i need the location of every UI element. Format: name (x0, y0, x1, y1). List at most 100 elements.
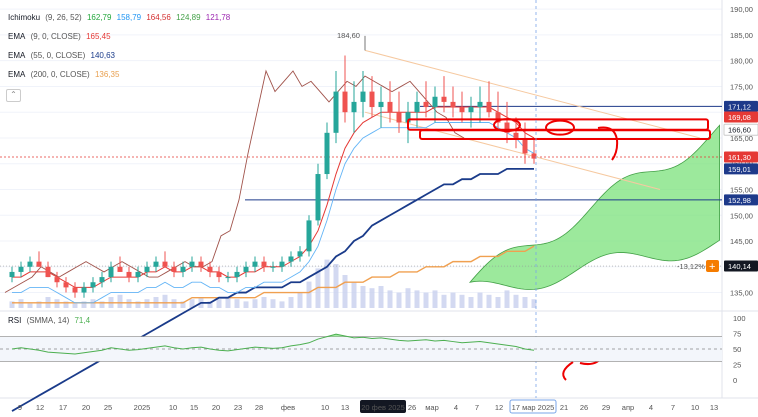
rsi-line (11, 333, 535, 355)
volume-bar (450, 292, 456, 308)
add-alert-button[interactable]: + (706, 260, 719, 273)
volume-bar (189, 299, 195, 308)
x-tick-label: 10 (691, 403, 699, 412)
candles (9, 55, 537, 298)
volume-bar (36, 301, 42, 308)
price-label-bg (723, 123, 758, 136)
price-label-bg (724, 151, 758, 163)
annotation-box-2 (419, 129, 711, 140)
volume-bar (135, 301, 141, 308)
candle-body (477, 101, 483, 108)
x-tick-label: 4 (649, 403, 653, 412)
candle-body (378, 101, 384, 108)
ichimoku-cloud (468, 124, 720, 290)
x-tick-label: фев (281, 403, 295, 412)
price-label-text: 140,14 (728, 262, 751, 271)
candle-body (45, 266, 51, 278)
ema55-line (11, 167, 534, 412)
volume-bar (9, 301, 15, 308)
ema55-legend[interactable]: EMA (55, 0, CLOSE) 140,63 (8, 51, 118, 60)
volume-bar (333, 264, 339, 308)
volume-bar (261, 297, 267, 308)
candle-body (324, 132, 330, 175)
volume-bar (171, 299, 177, 308)
y-tick-label: 180,00 (730, 57, 753, 66)
volume-bar (27, 303, 33, 308)
annotation-arrow (597, 126, 619, 161)
y-tick-label: 145,00 (730, 237, 753, 246)
collapse-legend-button[interactable]: ⌃ (6, 89, 21, 102)
price-label-bg (724, 260, 758, 272)
price-label-bg (724, 194, 758, 206)
x-tick-label: 7 (475, 403, 479, 412)
volume-bar (495, 297, 501, 308)
volume-bar (72, 303, 78, 308)
ichimoku-v3: 164,56 (146, 13, 171, 22)
ichimoku-tenkan-line (12, 122, 535, 304)
volume-bar (468, 297, 474, 308)
volume-bar (225, 297, 231, 308)
candle-body (144, 266, 150, 272)
ichimoku-v2: 158,79 (116, 13, 142, 22)
volume-bar (90, 299, 96, 308)
ichimoku-legend[interactable]: Ichimoku (9, 26, 52) 162,79 158,79 164,5… (8, 13, 233, 22)
ema9-value: 165,45 (86, 32, 111, 41)
volume-bar (270, 299, 276, 308)
ema9-legend[interactable]: EMA (9, 0, CLOSE) 165,45 (8, 32, 114, 41)
price-label: 159,01 (724, 163, 758, 175)
ema9-name: EMA (8, 32, 26, 41)
volume-bar (324, 259, 330, 308)
volume-bar (252, 299, 258, 308)
channel-lower (364, 111, 661, 190)
x-tick-label: 29 (602, 403, 610, 412)
candle-body (279, 261, 285, 267)
ema200-legend[interactable]: EMA (200, 0, CLOSE) 136,35 (8, 70, 122, 79)
x-tick-label: 20 (82, 403, 90, 412)
candle-body (495, 112, 501, 123)
annotation-circle-2 (545, 119, 575, 136)
x-tick-label: 10 (321, 403, 329, 412)
x-tick-label: 7 (671, 403, 675, 412)
volume-bar (99, 301, 105, 308)
x-tick-label: 26 (408, 403, 416, 412)
candle-body (306, 220, 312, 252)
crosshair-date-label: 20 фев 2025 (360, 400, 406, 413)
candle-body (9, 271, 15, 278)
candle-body (450, 101, 456, 108)
volume-bar (162, 294, 168, 308)
candle-body (522, 137, 528, 154)
ema55-name: EMA (8, 51, 26, 60)
volume-bar (459, 294, 465, 308)
rsi-legend[interactable]: RSI (SMMA, 14) 71,4 (8, 316, 93, 325)
candle-body (135, 271, 141, 278)
candle-body (531, 153, 537, 159)
price-label-text: 152,98 (728, 196, 751, 205)
volume-bar (117, 294, 123, 308)
volume-bar (144, 299, 150, 308)
ichimoku-name: Ichimoku (8, 13, 41, 22)
volume-bar (18, 299, 24, 308)
candle-body (342, 91, 348, 113)
price-label-text: 159,01 (728, 165, 751, 174)
candle-body (189, 261, 195, 267)
ema200-params: (200, 0, CLOSE) (30, 70, 90, 79)
ichimoku-params: (9, 26, 52) (45, 13, 82, 22)
candle-body (18, 266, 24, 272)
rsi-tick-label: 50 (733, 345, 741, 354)
candle-body (36, 261, 42, 267)
candle-body (486, 101, 492, 113)
price-label-text: 171,12 (728, 102, 751, 111)
volume-bar (441, 294, 447, 308)
candle-body (198, 261, 204, 267)
candle-body (387, 101, 393, 113)
plus-icon: + (709, 261, 715, 273)
candle-body (441, 96, 447, 102)
candle-body (315, 174, 321, 221)
x-tick-label: 28 (255, 403, 263, 412)
candle-body (333, 91, 339, 133)
x-tick-label: 10 (169, 403, 177, 412)
price-label-text: 166,60 (728, 126, 751, 135)
candle-body (72, 287, 78, 293)
